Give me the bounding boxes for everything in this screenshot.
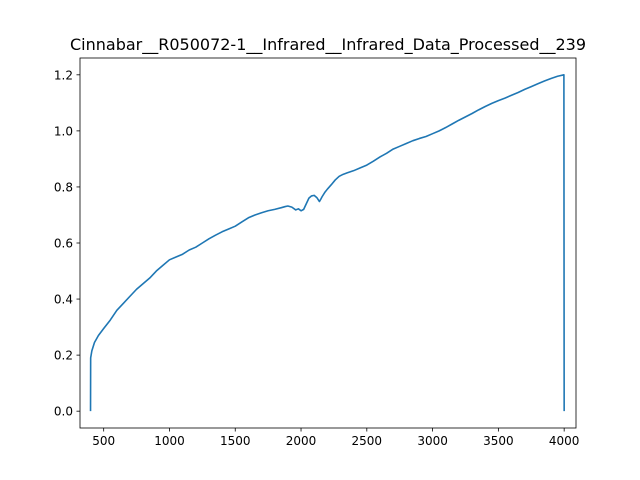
chart-title: Cinnabar__R050072-1__Infrared__Infrared_… <box>70 35 586 55</box>
x-tick-label: 2500 <box>352 434 383 448</box>
y-axis: 0.0 0.2 0.4 0.6 0.8 1.0 1.2 <box>54 68 80 419</box>
x-tick-label: 500 <box>92 434 115 448</box>
x-axis: 500 1000 1500 2000 2500 3000 3500 4000 <box>92 428 579 448</box>
series-line <box>89 74 565 412</box>
x-tick-label: 3000 <box>417 434 448 448</box>
x-tick-label: 4000 <box>549 434 580 448</box>
y-tick-label: 0.8 <box>54 180 73 194</box>
x-tick-label: 1500 <box>220 434 251 448</box>
x-tick-label: 2000 <box>286 434 317 448</box>
y-tick-label: 0.4 <box>54 293 73 307</box>
x-tick-label: 3500 <box>483 434 514 448</box>
y-tick-label: 0.0 <box>54 405 73 419</box>
x-tick-label: 1000 <box>154 434 185 448</box>
plot-area <box>80 58 576 428</box>
y-tick-label: 0.6 <box>54 237 73 251</box>
y-tick-label: 1.0 <box>54 124 73 138</box>
y-tick-label: 0.2 <box>54 349 73 363</box>
plot-frame <box>79 57 577 429</box>
y-tick-label: 1.2 <box>54 68 73 82</box>
